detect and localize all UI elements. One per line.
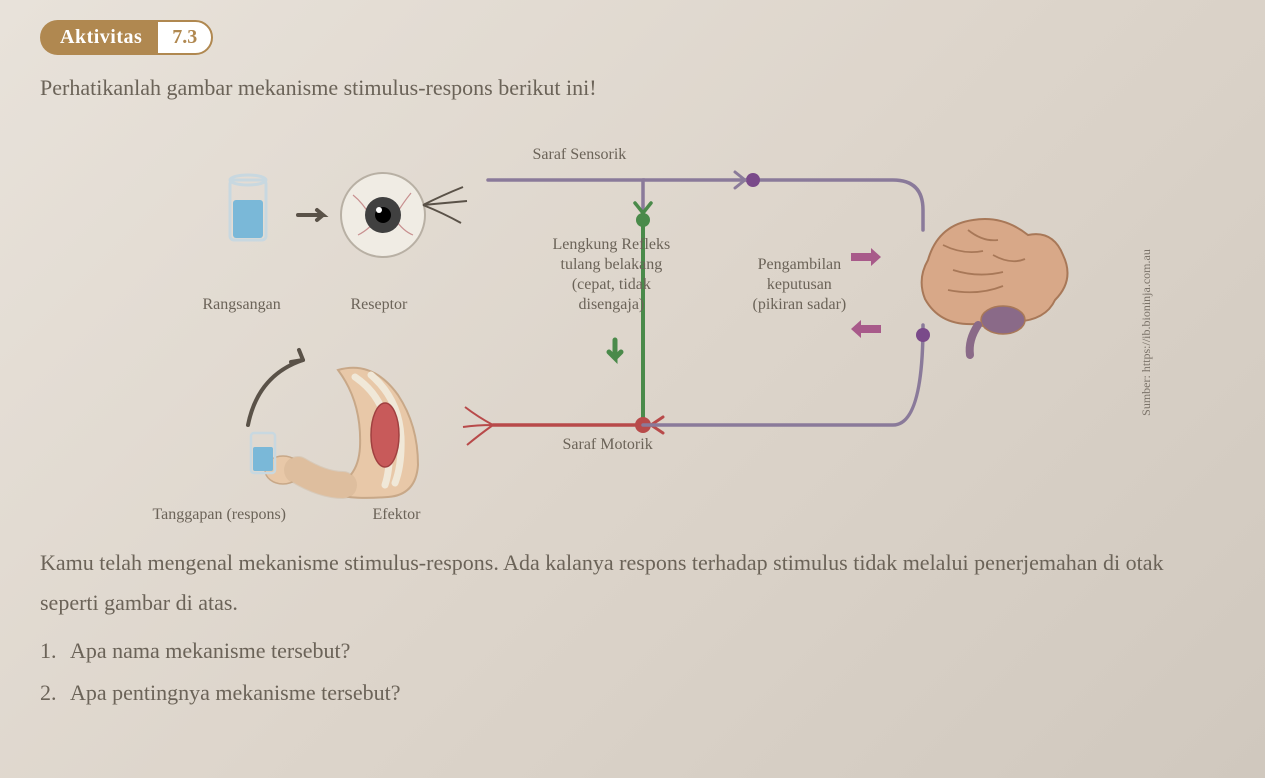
label-sensory: Saraf Sensorik <box>533 145 627 165</box>
intro-text: Perhatikanlah gambar mekanisme stimulus-… <box>40 75 1225 101</box>
label-receptor: Reseptor <box>351 295 408 315</box>
activity-badge: Aktivitas 7.3 <box>40 20 213 55</box>
question-2: 2.Apa pentingnya mekanisme tersebut? <box>40 672 1225 714</box>
question-list: 1.Apa nama mekanisme tersebut? 2.Apa pen… <box>40 630 1225 714</box>
stimulus-response-diagram: Rangsangan Reseptor Saraf Sensorik Lengk… <box>133 125 1133 525</box>
label-effector: Efektor <box>373 505 421 525</box>
label-motor: Saraf Motorik <box>563 435 653 455</box>
source-citation: Sumber: https://ib.bioninja.com.au <box>1139 249 1154 416</box>
body-paragraph: Kamu telah mengenal mekanisme stimulus-r… <box>40 543 1225 622</box>
label-stimulus: Rangsangan <box>203 295 281 315</box>
question-1: 1.Apa nama mekanisme tersebut? <box>40 630 1225 672</box>
diagram-svg <box>133 125 1133 525</box>
label-reflex: Lengkung Refleks tulang belakang (cepat,… <box>553 235 671 315</box>
label-decision: Pengambilan keputusan (pikiran sadar) <box>753 255 847 315</box>
label-response: Tanggapan (respons) <box>153 505 287 525</box>
activity-number: 7.3 <box>156 20 213 55</box>
activity-label: Aktivitas <box>40 20 160 55</box>
